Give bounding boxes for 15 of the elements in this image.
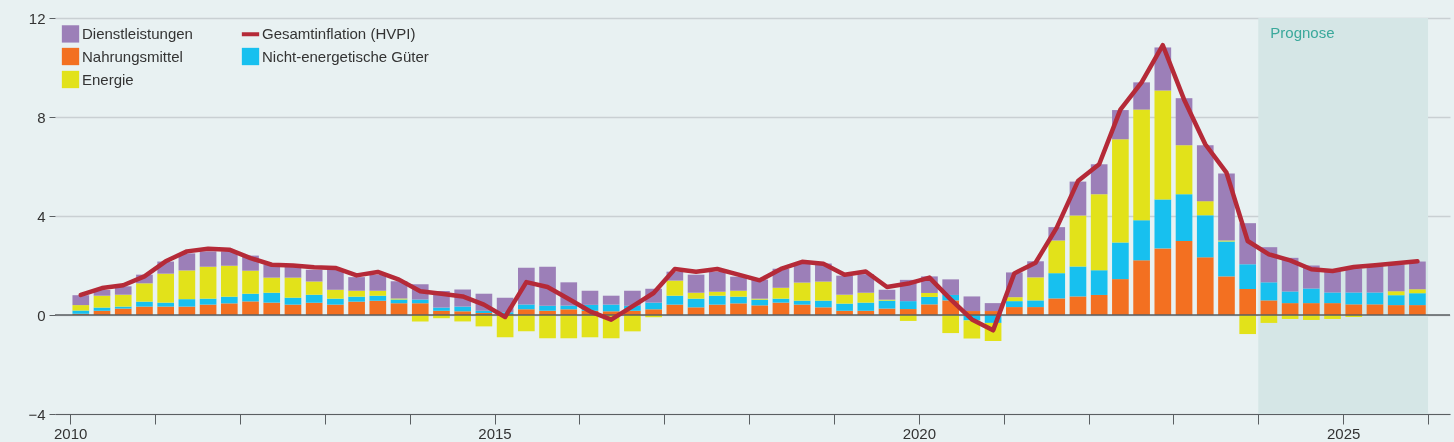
x-tick-label: 2020 (902, 424, 937, 442)
legend-label: Nahrungsmittel (82, 47, 183, 65)
y-tick-label: 0 (37, 306, 46, 324)
x-tick-label: 2015 (478, 424, 512, 442)
legend-label: Energie (82, 70, 134, 88)
y-tick-label: 8 (37, 108, 46, 126)
y-tick-label: 12 (28, 9, 46, 27)
x-tick-label: 2010 (54, 424, 88, 442)
band-label: Prognose (1270, 24, 1335, 41)
legend-label: Gesamtinflation (HVPI) (262, 25, 416, 43)
x-tick-label: 2025 (1326, 424, 1361, 442)
legend-label: Nicht-energetische Güter (262, 47, 429, 65)
y-tick-label: −4 (28, 405, 46, 423)
legend-label: Dienstleistungen (82, 24, 193, 42)
y-tick-label: 4 (37, 207, 46, 225)
